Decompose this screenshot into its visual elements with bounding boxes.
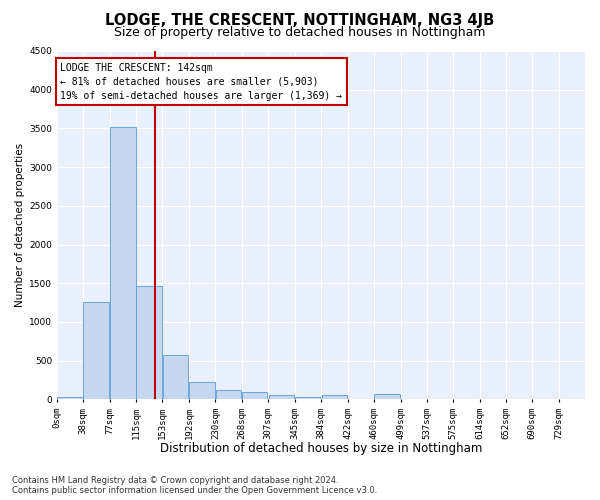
Text: Contains HM Land Registry data © Crown copyright and database right 2024.
Contai: Contains HM Land Registry data © Crown c… xyxy=(12,476,377,495)
Bar xyxy=(322,396,347,400)
Bar xyxy=(110,127,136,400)
Bar xyxy=(190,382,215,400)
X-axis label: Distribution of detached houses by size in Nottingham: Distribution of detached houses by size … xyxy=(160,442,482,455)
Text: Size of property relative to detached houses in Nottingham: Size of property relative to detached ho… xyxy=(114,26,486,39)
Bar xyxy=(83,302,109,400)
Bar xyxy=(57,397,83,400)
Bar xyxy=(295,397,320,400)
Y-axis label: Number of detached properties: Number of detached properties xyxy=(15,143,25,307)
Bar xyxy=(136,286,162,400)
Bar xyxy=(242,392,268,400)
Text: LODGE, THE CRESCENT, NOTTINGHAM, NG3 4JB: LODGE, THE CRESCENT, NOTTINGHAM, NG3 4JB xyxy=(106,12,494,28)
Bar xyxy=(269,396,295,400)
Bar xyxy=(374,394,400,400)
Text: LODGE THE CRESCENT: 142sqm
← 81% of detached houses are smaller (5,903)
19% of s: LODGE THE CRESCENT: 142sqm ← 81% of deta… xyxy=(61,62,343,100)
Bar xyxy=(163,355,188,400)
Bar xyxy=(215,390,241,400)
